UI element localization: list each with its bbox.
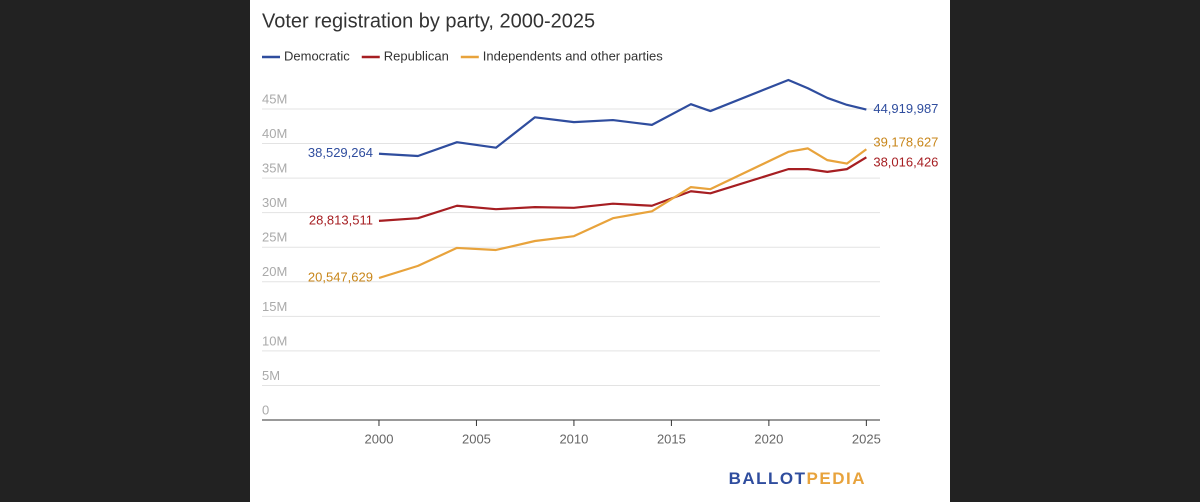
logo-part: PEDIA xyxy=(807,469,866,488)
y-tick-label: 0 xyxy=(262,402,269,417)
x-tick-label: 2020 xyxy=(754,431,783,446)
x-tick-label: 2015 xyxy=(657,431,686,446)
y-tick-label: 10M xyxy=(262,333,287,348)
series-line xyxy=(378,156,867,222)
legend-label: Independents and other parties xyxy=(483,48,663,63)
legend-label: Democratic xyxy=(284,48,350,63)
y-tick-label: 35M xyxy=(262,161,287,176)
y-tick-label: 40M xyxy=(262,126,287,141)
y-tick-label: 30M xyxy=(262,195,287,210)
chart-title: Voter registration by party, 2000-2025 xyxy=(262,10,595,32)
data-label: 44,919,987 xyxy=(873,101,938,116)
series-line xyxy=(378,147,868,280)
data-label: 20,547,629 xyxy=(308,269,373,284)
y-tick-label: 45M xyxy=(262,91,287,106)
backdrop-left xyxy=(0,0,250,502)
data-label: 38,016,426 xyxy=(873,155,938,170)
logo: BALLOTPEDIA xyxy=(729,469,866,488)
x-tick-label: 2025 xyxy=(852,431,881,446)
y-tick-label: 20M xyxy=(262,264,287,279)
y-tick-label: 5M xyxy=(262,368,280,383)
data-label: 38,529,264 xyxy=(308,145,373,160)
y-tick-label: 25M xyxy=(262,230,287,245)
backdrop-right xyxy=(950,0,1200,502)
y-tick-label: 15M xyxy=(262,299,287,314)
data-label: 28,813,511 xyxy=(309,212,373,227)
panel xyxy=(250,0,950,502)
legend-label: Republican xyxy=(384,48,449,63)
logo-part: BALLOT xyxy=(729,469,807,488)
x-tick-label: 2005 xyxy=(462,431,491,446)
x-tick-label: 2010 xyxy=(559,431,588,446)
x-tick-label: 2000 xyxy=(365,431,394,446)
series-line xyxy=(378,78,867,158)
data-label: 39,178,627 xyxy=(873,135,938,150)
